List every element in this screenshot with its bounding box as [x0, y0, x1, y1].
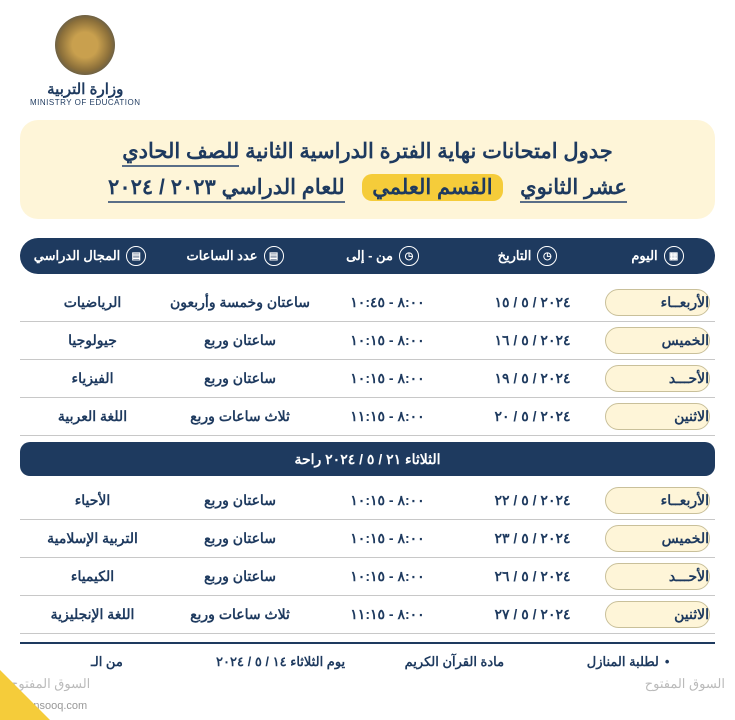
cell-date: ٢٠٢٤ / ٥ / ٢٣	[460, 530, 605, 547]
table-header-row: ▦ اليوم ◷ التاريخ ◷ من - إلى ▤ عدد الساع…	[20, 238, 715, 274]
cell-time: ٨:٠٠ - ١٠:١٥	[315, 568, 460, 585]
table-row: الخميس٢٠٢٤ / ٥ / ٢٣٨:٠٠ - ١٠:١٥ساعتان ور…	[20, 520, 715, 558]
calendar-icon: ▦	[664, 246, 684, 266]
title-line-1: جدول امتحانات نهاية الفترة الدراسية الثا…	[42, 134, 693, 170]
cell-subject: الرياضيات	[20, 294, 165, 311]
footer-home-students: •لطلبة المنازل	[541, 654, 715, 670]
corner-accent	[0, 670, 50, 720]
cell-date: ٢٠٢٤ / ٥ / ٢٢	[460, 492, 605, 509]
ministry-name-ar: وزارة التربية	[30, 80, 141, 98]
cell-subject: الفيزياء	[20, 370, 165, 387]
day-pill: الأربعــاء	[605, 289, 710, 316]
day-pill: الاثنين	[605, 601, 710, 628]
cell-subject: الأحياء	[20, 492, 165, 509]
cell-subject: جيولوجيا	[20, 332, 165, 349]
cell-hours: ساعتان وربع	[165, 530, 315, 547]
header-date: ◷ التاريخ	[455, 246, 600, 266]
rest-day-bar: الثلاثاء ٢١ / ٥ / ٢٠٢٤ راحة	[20, 442, 715, 476]
exam-schedule-table: ▦ اليوم ◷ التاريخ ◷ من - إلى ▤ عدد الساع…	[20, 238, 715, 670]
day-pill: الخميس	[605, 525, 710, 552]
title-line-2: عشر الثانوي القسم العلمي للعام الدراسي ٢…	[42, 170, 693, 206]
day-pill: الأربعــاء	[605, 487, 710, 514]
header-subject: ▤ المجال الدراسي	[20, 246, 160, 266]
cell-hours: ثلاث ساعات وربع	[165, 408, 315, 425]
book-icon: ▤	[126, 246, 146, 266]
cell-hours: ساعتان وربع	[165, 568, 315, 585]
day-pill: الأحـــد	[605, 365, 710, 392]
footer-quran-date: يوم الثلاثاء ١٤ / ٥ / ٢٠٢٤	[194, 654, 368, 670]
table-row: الأربعــاء٢٠٢٤ / ٥ / ١٥٨:٠٠ - ١٠:٤٥ساعتا…	[20, 284, 715, 322]
cell-subject: الكيمياء	[20, 568, 165, 585]
document-page: وزارة التربية MINISTRY OF EDUCATION جدول…	[0, 0, 735, 720]
cell-hours: ساعتان وخمسة وأربعون	[165, 294, 315, 311]
watermark-stamps: السوق المفتوح السوق المفتوح	[10, 676, 725, 692]
cell-date: ٢٠٢٤ / ٥ / ١٥	[460, 294, 605, 311]
day-pill: الخميس	[605, 327, 710, 354]
cell-date: ٢٠٢٤ / ٥ / ٢٠	[460, 408, 605, 425]
cell-date: ٢٠٢٤ / ٥ / ٢٦	[460, 568, 605, 585]
header-time: ◷ من - إلى	[310, 246, 455, 266]
cell-time: ٨:٠٠ - ١١:١٥	[315, 408, 460, 425]
cell-subject: اللغة العربية	[20, 408, 165, 425]
book-icon: ▤	[264, 246, 284, 266]
table-row: الأحـــد٢٠٢٤ / ٥ / ١٩٨:٠٠ - ١٠:١٥ساعتان …	[20, 360, 715, 398]
cell-subject: اللغة الإنجليزية	[20, 606, 165, 623]
exam-rows-block-2: الأربعــاء٢٠٢٤ / ٥ / ٢٢٨:٠٠ - ١٠:١٥ساعتا…	[20, 482, 715, 634]
cell-time: ٨:٠٠ - ١٠:٤٥	[315, 294, 460, 311]
cell-hours: ساعتان وربع	[165, 332, 315, 349]
table-row: الأربعــاء٢٠٢٤ / ٥ / ٢٢٨:٠٠ - ١٠:١٥ساعتا…	[20, 482, 715, 520]
table-row: الأحـــد٢٠٢٤ / ٥ / ٢٦٨:٠٠ - ١٠:١٥ساعتان …	[20, 558, 715, 596]
cell-subject: التربية الإسلامية	[20, 530, 165, 547]
cell-date: ٢٠٢٤ / ٥ / ١٦	[460, 332, 605, 349]
ministry-name-en: MINISTRY OF EDUCATION	[30, 98, 141, 107]
table-row: الخميس٢٠٢٤ / ٥ / ١٦٨:٠٠ - ١٠:١٥ساعتان ور…	[20, 322, 715, 360]
footer-note-row: •لطلبة المنازل مادة القرآن الكريم يوم ال…	[20, 642, 715, 670]
cell-time: ٨:٠٠ - ١٠:١٥	[315, 492, 460, 509]
day-pill: الأحـــد	[605, 563, 710, 590]
clock-icon: ◷	[399, 246, 419, 266]
footer-quran-time: من الـ	[20, 654, 194, 670]
cell-hours: ساعتان وربع	[165, 492, 315, 509]
ministry-logo-block: وزارة التربية MINISTRY OF EDUCATION	[30, 15, 141, 107]
cell-time: ٨:٠٠ - ١٠:١٥	[315, 332, 460, 349]
section-highlight: القسم العلمي	[362, 174, 502, 201]
exam-rows-block-1: الأربعــاء٢٠٢٤ / ٥ / ١٥٨:٠٠ - ١٠:٤٥ساعتا…	[20, 284, 715, 436]
cell-date: ٢٠٢٤ / ٥ / ١٩	[460, 370, 605, 387]
footer-quran-subject: مادة القرآن الكريم	[368, 654, 542, 670]
cell-hours: ثلاث ساعات وربع	[165, 606, 315, 623]
kuwait-emblem-icon	[55, 15, 115, 75]
cell-hours: ساعتان وربع	[165, 370, 315, 387]
table-row: الاثنين٢٠٢٤ / ٥ / ٢٠٨:٠٠ - ١١:١٥ثلاث ساع…	[20, 398, 715, 436]
title-banner: جدول امتحانات نهاية الفترة الدراسية الثا…	[20, 120, 715, 219]
clock-icon: ◷	[537, 246, 557, 266]
header-hours: ▤ عدد الساعات	[160, 246, 310, 266]
cell-time: ٨:٠٠ - ١٠:١٥	[315, 530, 460, 547]
header-day: ▦ اليوم	[600, 246, 715, 266]
cell-time: ٨:٠٠ - ١١:١٥	[315, 606, 460, 623]
cell-date: ٢٠٢٤ / ٥ / ٢٧	[460, 606, 605, 623]
cell-time: ٨:٠٠ - ١٠:١٥	[315, 370, 460, 387]
table-row: الاثنين٢٠٢٤ / ٥ / ٢٧٨:٠٠ - ١١:١٥ثلاث ساع…	[20, 596, 715, 634]
day-pill: الاثنين	[605, 403, 710, 430]
